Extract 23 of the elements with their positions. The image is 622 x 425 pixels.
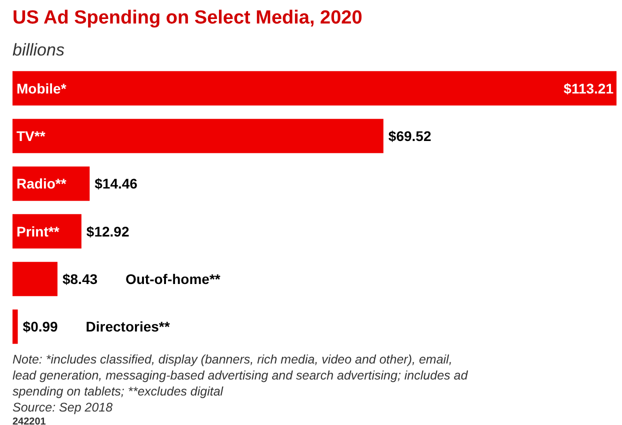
bar bbox=[12, 166, 90, 201]
text: 242201 bbox=[12, 416, 46, 425]
y-tick-label: Print** bbox=[16, 223, 60, 240]
y-tick-label: Mobile* bbox=[16, 80, 67, 96]
bar bbox=[12, 310, 18, 344]
data-label: $113.21 bbox=[564, 80, 614, 96]
data-label: $14.46 bbox=[94, 176, 138, 192]
chart-title: US Ad Spending on Select Media, 2020 bbox=[12, 8, 362, 28]
y-tick-label: TV** bbox=[16, 128, 46, 144]
data-label: $12.92 bbox=[86, 223, 130, 240]
y-tick-label: Out-of-home** bbox=[125, 271, 221, 287]
bar bbox=[12, 71, 616, 106]
bar bbox=[12, 214, 82, 248]
source-note: Source: Sep 2018 bbox=[12, 400, 113, 414]
data-label: $0.99 bbox=[22, 318, 58, 335]
bar bbox=[12, 262, 58, 296]
bar bbox=[12, 118, 384, 154]
text: Note: *includes classified, display (banners, rich media, video and other), email, lead generation, messaging-based advertising and search advertising; includes ad spending on tablets; **excludes digital bbox=[12, 352, 469, 398]
data-label: $8.43 bbox=[62, 271, 98, 287]
data-label: $69.52 bbox=[388, 128, 432, 144]
y-tick-label: Directories** bbox=[86, 318, 170, 335]
chart-subtitle: billions bbox=[12, 40, 65, 60]
y-tick-label: Radio** bbox=[16, 176, 67, 192]
